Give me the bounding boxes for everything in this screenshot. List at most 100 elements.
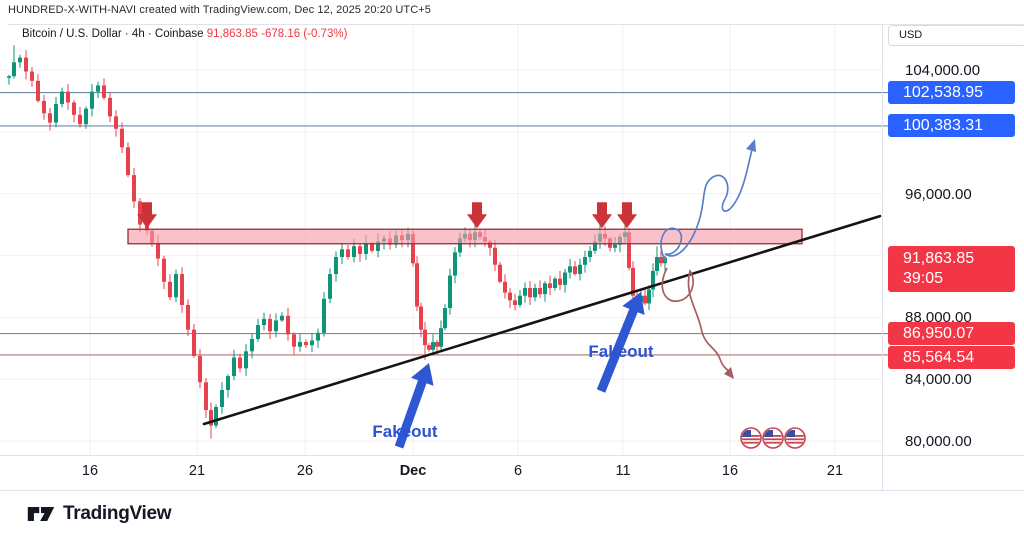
sell-signal-arrow-icon[interactable] <box>592 202 612 229</box>
candle-body <box>226 376 230 390</box>
fakeout-arrow-icon[interactable] <box>394 363 434 449</box>
candle-body <box>340 249 344 258</box>
sell-signal-arrow-icon[interactable] <box>137 202 157 229</box>
fakeout-label[interactable]: Fakeout <box>372 422 438 441</box>
time-axis-label: 21 <box>188 463 206 479</box>
candle-body <box>84 108 88 125</box>
frame-top-divider <box>8 24 1024 25</box>
current-price-badge: 91,863.85 39:05 <box>888 245 1015 292</box>
symbol-title[interactable]: Bitcoin / U.S. Dollar · 4h · Coinbase <box>22 28 204 40</box>
price-axis-label: 84,000.00 <box>905 371 972 389</box>
footer-logo[interactable]: TradingView <box>26 502 172 526</box>
candle-body <box>292 334 296 347</box>
fakeout-arrow-icon[interactable] <box>596 292 645 393</box>
candle-body <box>232 357 236 377</box>
candle-body <box>548 283 552 288</box>
currency-selector[interactable]: USD <box>888 25 1024 46</box>
candle-body <box>238 357 242 369</box>
candle-body <box>72 102 76 115</box>
candle-body <box>659 257 663 264</box>
candle-body <box>42 100 46 114</box>
us-flag-emoji-icon <box>762 427 784 449</box>
fakeout-label[interactable]: Fakeout <box>588 342 654 361</box>
candle-body <box>647 289 651 304</box>
price-axis-label: 104,000.00 <box>905 62 981 79</box>
candle-body <box>322 298 326 333</box>
candle-body <box>651 270 655 290</box>
candle-body <box>162 258 166 282</box>
candle-body <box>220 389 224 407</box>
bullish-projection-arrowhead-icon <box>746 139 756 152</box>
candle-body <box>352 246 356 258</box>
symbol-legend[interactable]: Bitcoin / U.S. Dollar · 4h · Coinbase 91… <box>22 28 347 40</box>
candle-body <box>588 250 592 258</box>
attribution-bar: HUNDRED-X-WITH-NAVI created with Trading… <box>8 4 432 16</box>
candle-body <box>108 97 112 117</box>
price-axis-label: 80,000.00 <box>905 433 972 450</box>
candle-body <box>543 283 547 295</box>
us-flag-emoji-icon <box>740 427 762 449</box>
candle-body <box>244 351 248 369</box>
time-axis-label: 6 <box>513 463 523 479</box>
candle-body <box>458 238 462 253</box>
candle-body <box>553 278 557 288</box>
time-axis-label: 21 <box>826 463 844 479</box>
tradingview-wordmark: TradingView <box>63 503 172 524</box>
candle-body <box>54 104 58 123</box>
candle-body <box>274 320 278 332</box>
candle-body <box>192 329 196 356</box>
candle-body <box>498 264 502 282</box>
candle-body <box>96 85 100 92</box>
candle-body <box>304 342 308 346</box>
price-axis-divider[interactable] <box>882 24 883 490</box>
supply-zone-rectangle[interactable] <box>127 228 803 245</box>
candle-body <box>214 406 218 426</box>
candle-body <box>538 287 542 295</box>
sell-signal-arrow-icon[interactable] <box>467 202 487 229</box>
candle-body <box>488 241 492 248</box>
candle-body <box>578 264 582 275</box>
candle-body <box>523 287 527 296</box>
candle-body <box>415 263 419 307</box>
candle-body <box>102 85 106 98</box>
time-axis-label: 26 <box>296 463 314 479</box>
candle-body <box>503 281 507 293</box>
candle-body <box>280 315 284 321</box>
candle-body <box>453 252 457 276</box>
candle-body <box>533 287 537 298</box>
candle-body <box>48 113 52 123</box>
time-axis-label: Dec <box>399 463 427 479</box>
candle-body <box>493 247 497 265</box>
candle-body <box>180 274 184 305</box>
bullish-projection-path[interactable] <box>660 145 754 263</box>
candle-body <box>439 328 443 347</box>
candle-body <box>310 340 314 346</box>
candle-body <box>24 57 28 72</box>
candle-body <box>370 243 374 251</box>
candle-body <box>138 201 142 225</box>
candle-body <box>7 76 11 78</box>
candle-body <box>443 308 447 329</box>
ascending-trendline[interactable] <box>202 214 882 426</box>
candle-body <box>36 80 40 101</box>
alert-price-badge: 102,538.95 <box>888 81 1015 105</box>
candle-body <box>256 325 260 339</box>
candle-body <box>593 241 597 251</box>
alert-price-badge: 100,383.31 <box>888 114 1015 138</box>
alert-price-badge: 85,564.54 <box>888 346 1015 370</box>
last-price-value: 91,863.85 <box>206 28 258 40</box>
time-axis-label: 16 <box>81 463 99 479</box>
candle-body <box>419 306 423 330</box>
time-axis-divider[interactable] <box>0 455 1024 456</box>
bearish-projection-path[interactable] <box>661 267 734 378</box>
candle-body <box>346 249 350 258</box>
candle-body <box>126 147 130 176</box>
candle-body <box>298 342 302 347</box>
candle-body <box>168 281 172 298</box>
candle-body <box>568 266 572 273</box>
sell-signal-arrow-icon[interactable] <box>617 202 637 229</box>
candle-body <box>286 315 290 335</box>
candle-body <box>156 243 160 259</box>
